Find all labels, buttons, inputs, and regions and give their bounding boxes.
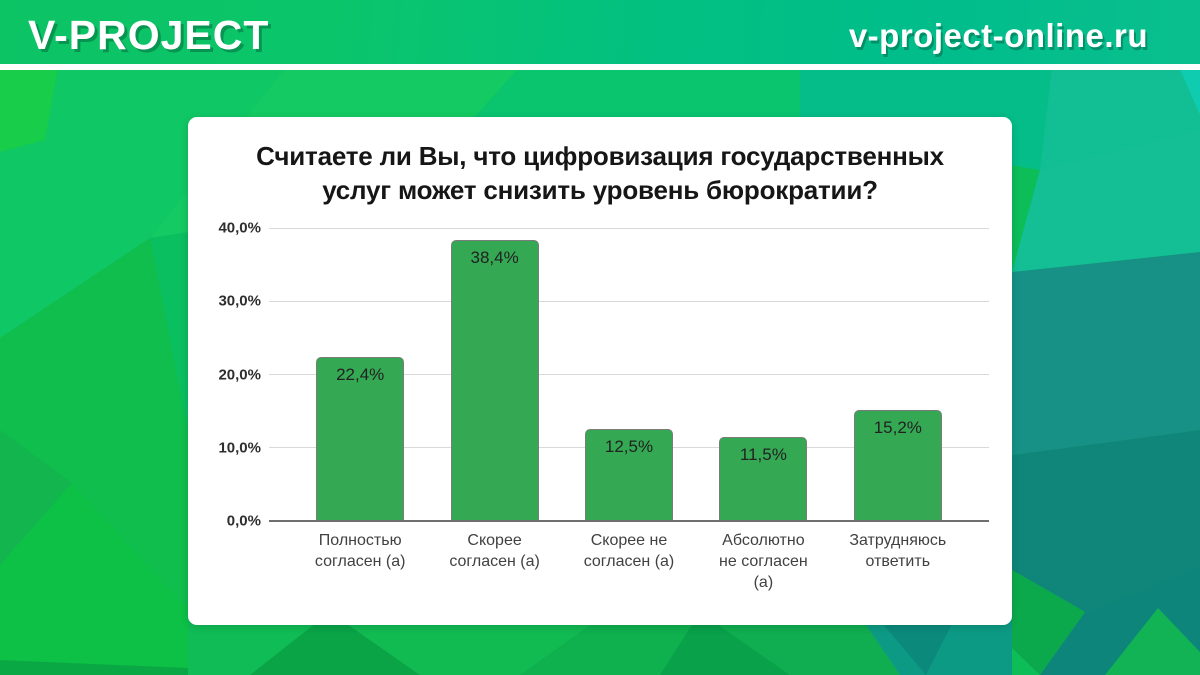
bar-value-label: 38,4% <box>470 248 519 267</box>
category-label: Скорее согласен (а) <box>449 532 540 570</box>
gridline <box>269 227 989 229</box>
x-axis-line <box>269 520 989 522</box>
category-label: Полностью согласен (а) <box>314 532 406 570</box>
bar: 12,5% <box>585 429 673 521</box>
header-bar: V-PROJECT v-project-online.ru <box>0 0 1200 64</box>
category-label: Абсолютно не согласен (а) <box>719 532 808 591</box>
bar: 15,2% <box>853 410 942 521</box>
category-label: Скорее не согласен (а) <box>583 532 675 570</box>
y-tick-label: 40,0% <box>218 219 261 237</box>
gridline <box>269 374 989 375</box>
y-tick-label: 20,0% <box>218 366 261 383</box>
y-tick-label: 0,0% <box>226 512 261 530</box>
gridline <box>269 300 989 302</box>
bar: 11,5% <box>719 437 808 521</box>
y-tick-label: 30,0% <box>218 292 261 310</box>
bar: 38,4% <box>450 240 539 521</box>
chart-card: Считаете ли Вы, что цифровизация государ… <box>188 117 1012 625</box>
bar: 22,4% <box>316 357 405 521</box>
site-url: v-project-online.ru <box>848 17 1148 54</box>
bar-value-label: 22,4% <box>336 365 385 384</box>
chart-title: Считаете ли Вы, что цифровизация государ… <box>218 139 982 207</box>
chart-title-line1: Считаете ли Вы, что цифровизация государ… <box>256 141 944 171</box>
bar-value-label: 15,2% <box>873 418 922 437</box>
y-tick-label: 10,0% <box>218 439 261 457</box>
brand-logo: V-PROJECT <box>28 12 270 58</box>
bar-value-label: 12,5% <box>604 437 654 456</box>
category-label: Затрудняюсь ответить <box>849 532 947 570</box>
header-divider <box>0 64 1200 70</box>
bar-value-label: 11,5% <box>739 445 787 464</box>
chart-title-line2: услуг может снизить уровень бюрократии? <box>322 175 878 205</box>
